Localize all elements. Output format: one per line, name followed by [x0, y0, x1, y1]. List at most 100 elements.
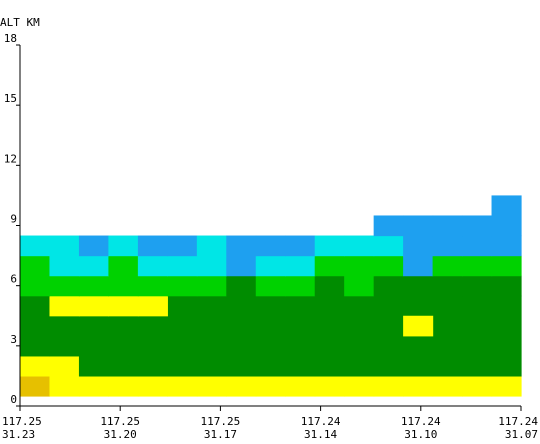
heatmap-cell: [285, 376, 315, 397]
heatmap-cell: [315, 256, 345, 277]
heatmap-cell: [49, 256, 79, 277]
heatmap-cell: [433, 376, 463, 397]
heatmap-cell: [197, 376, 227, 397]
heatmap-cell: [285, 276, 315, 297]
heatmap-cell: [315, 376, 345, 397]
x-tick-label-lat: 31.10: [404, 428, 437, 440]
heatmap-cell: [285, 296, 315, 377]
heatmap-cell: [226, 256, 256, 277]
heatmap-cell: [20, 236, 50, 257]
heatmap-cell: [49, 316, 79, 357]
heatmap-cell: [256, 376, 286, 397]
heatmap-cell: [138, 296, 168, 317]
x-tick-label-lat: 31.07: [505, 428, 538, 440]
heatmap-cell: [344, 236, 374, 257]
heatmap-cell: [226, 236, 256, 257]
heatmap-cell: [462, 215, 492, 236]
heatmap-cell: [492, 195, 522, 236]
heatmap-cell: [79, 276, 109, 297]
heatmap-cell: [374, 276, 404, 297]
heatmap-cell: [197, 296, 227, 377]
heatmap-cell: [197, 256, 227, 277]
y-tick-label: 18: [4, 32, 17, 45]
y-ticks-layer: 0369121518: [4, 32, 20, 406]
heatmap-cell: [433, 296, 463, 377]
heatmap-cell: [403, 236, 433, 257]
x-tick-label-lat: 31.17: [204, 428, 237, 440]
heatmap-cell: [374, 215, 404, 236]
heatmap-cell: [344, 256, 374, 277]
x-tick-label-lat: 31.23: [2, 428, 35, 440]
heatmap-cell: [492, 276, 522, 297]
heatmap-cell: [374, 296, 404, 377]
heatmap-cell: [403, 276, 433, 297]
y-tick-label: 12: [4, 152, 17, 165]
x-ticks-layer: 117.2531.23117.2531.20117.2531.17117.243…: [2, 406, 538, 440]
heatmap-cell: [344, 296, 374, 377]
heatmap-cell: [374, 256, 404, 277]
heatmap-cell: [108, 236, 138, 257]
heatmap-cell: [20, 276, 50, 297]
x-tick-label-lon: 117.24: [301, 415, 341, 428]
heatmap-cell: [197, 236, 227, 257]
heatmap-cell: [344, 276, 374, 297]
heatmap-cell: [138, 276, 168, 297]
heatmap-cell: [256, 296, 286, 377]
heatmap-cell: [167, 256, 197, 277]
heatmap-cell: [315, 236, 345, 257]
y-axis-label: ALT KM: [0, 16, 40, 29]
heatmap-cell: [20, 256, 50, 277]
heatmap-cell: [462, 256, 492, 277]
heatmap-cell: [49, 296, 79, 317]
heatmap-cell: [315, 276, 345, 297]
heatmap-cell: [374, 376, 404, 397]
heatmap-cell: [256, 256, 286, 277]
heatmap-cell: [20, 356, 50, 377]
heatmap-cell: [403, 376, 433, 397]
heatmap-cell: [167, 236, 197, 257]
y-tick-label: 0: [10, 393, 17, 406]
x-tick-label-lat: 31.14: [304, 428, 337, 440]
heatmap-cell: [462, 276, 492, 297]
heatmap-cell: [79, 296, 109, 317]
y-tick-label: 9: [10, 213, 17, 226]
heatmap-cell: [108, 376, 138, 397]
heatmap-cell: [20, 376, 50, 397]
heatmap-cell: [49, 356, 79, 377]
heatmap-cell: [226, 376, 256, 397]
heatmap-cell: [138, 376, 168, 397]
y-tick-label: 15: [4, 92, 17, 105]
heatmap-cell: [492, 296, 522, 377]
y-tick-label: 3: [10, 333, 17, 346]
heatmap-cell: [256, 276, 286, 297]
heatmap-cell: [433, 276, 463, 297]
heatmap-cell: [79, 236, 109, 257]
heatmap-cell: [256, 236, 286, 257]
heatmap-cell: [226, 276, 256, 297]
heatmap-cell: [138, 236, 168, 257]
heatmap-cell: [167, 276, 197, 297]
x-tick-label-lat: 31.20: [104, 428, 137, 440]
heatmap-cell: [108, 296, 138, 317]
x-tick-label-lon: 117.24: [401, 415, 441, 428]
heatmap-cell: [462, 296, 492, 377]
heatmap-cell: [492, 236, 522, 257]
heatmap-cell: [433, 256, 463, 277]
heatmap-cell: [285, 256, 315, 277]
heatmap-cell: [79, 256, 109, 277]
heatmap-cell: [108, 256, 138, 277]
heatmap-cell: [462, 236, 492, 257]
heatmap-cell: [49, 276, 79, 297]
heatmap-cell: [433, 215, 463, 236]
heatmap-cell: [492, 376, 522, 397]
heatmap-cell: [197, 276, 227, 297]
heatmap-cell: [433, 236, 463, 257]
heatmap-cell: [403, 256, 433, 277]
heatmap-cell: [492, 256, 522, 277]
heatmap-cell: [79, 376, 109, 397]
heatmap-cell: [108, 276, 138, 297]
heatmap-cell: [374, 236, 404, 257]
heatmap-cell: [167, 376, 197, 397]
